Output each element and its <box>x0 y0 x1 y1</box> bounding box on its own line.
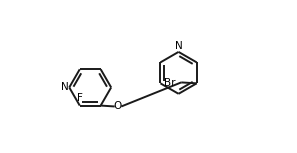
Text: O: O <box>114 101 122 111</box>
Text: F: F <box>77 93 83 103</box>
Text: N: N <box>61 82 69 92</box>
Text: N: N <box>175 41 182 50</box>
Text: Br: Br <box>164 78 176 88</box>
